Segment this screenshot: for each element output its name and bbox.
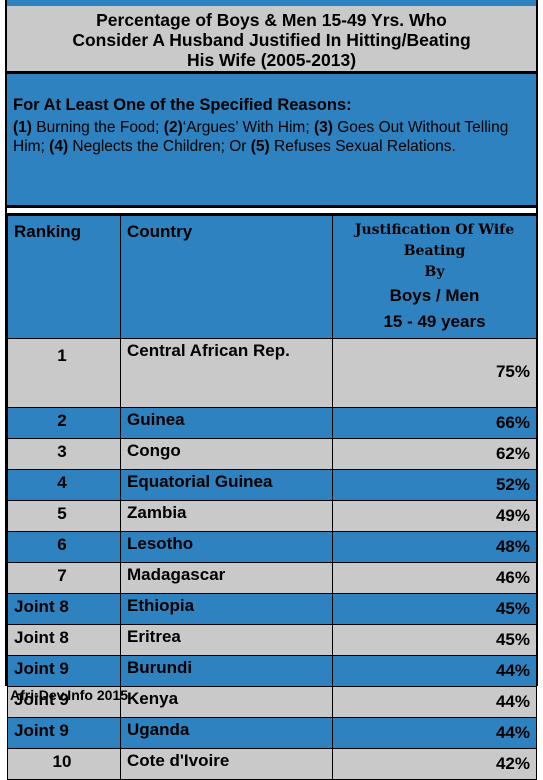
country-cell: Lesotho — [120, 531, 333, 563]
table-row: Joint 8 Ethiopia 45% — [7, 593, 537, 625]
chart-title: Percentage of Boys & Men 15-49 Yrs. Who … — [7, 6, 536, 74]
percentage-cell: 75% — [332, 338, 537, 408]
reason-4-number: (4) — [49, 138, 69, 155]
header-justification: Justification Of Wife Beating By Boys / … — [332, 215, 537, 339]
country-cell: Central African Rep. — [120, 338, 333, 408]
title-line-2: Consider A Husband Justified In Hitting/… — [72, 30, 471, 50]
table-frame — [5, 0, 538, 686]
table-row: 10 Cote d'Ivoire 42% — [7, 748, 537, 780]
rank-cell: Joint 9 — [7, 655, 121, 687]
country-cell: Ethiopia — [120, 593, 333, 625]
country-cell: Uganda — [120, 717, 333, 749]
top-strip — [7, 0, 536, 6]
rank-cell: 5 — [7, 500, 121, 532]
country-cell: Guinea — [120, 407, 333, 439]
header-justification-line-2: Beating — [403, 243, 466, 259]
header-country: Country — [120, 215, 333, 339]
reason-4-text: Neglects the Children; Or — [68, 138, 251, 155]
country-cell: Cote d'Ivoire — [120, 748, 333, 780]
header-justification-line-1: Justification Of Wife — [354, 222, 515, 238]
reason-3-number: (3) — [313, 118, 333, 136]
table-row: 1 Central African Rep. 75% — [7, 338, 537, 408]
rank-cell: 7 — [7, 562, 121, 594]
reasons-lead: For At Least One of the Specified Reason… — [13, 96, 352, 114]
percentage-cell: 46% — [332, 562, 537, 594]
percentage-cell: 66% — [332, 407, 537, 439]
table-row: 2 Guinea 66% — [7, 407, 537, 439]
rank-cell: 10 — [7, 748, 121, 780]
country-cell: Congo — [120, 438, 333, 470]
country-cell: Burundi — [120, 655, 333, 687]
rank-cell: Joint 8 — [7, 593, 121, 625]
table-row: 6 Lesotho 48% — [7, 531, 537, 563]
source-credit: Afri-Dev.Info 2015 — [10, 687, 128, 703]
country-cell: Eritrea — [120, 624, 333, 656]
percentage-cell: 44% — [332, 686, 537, 718]
table-row: 3 Congo 62% — [7, 438, 537, 470]
table-row: Joint 9 Burundi 44% — [7, 655, 537, 687]
country-cell: Zambia — [120, 500, 333, 532]
header-ranking: Ranking — [7, 215, 121, 339]
table-row: 5 Zambia 49% — [7, 500, 537, 532]
table-row: 4 Equatorial Guinea 52% — [7, 469, 537, 501]
percentage-cell: 62% — [332, 438, 537, 470]
reason-3-text: Goes Out Without Telling Him; — [13, 118, 509, 156]
rank-cell: 1 — [7, 338, 121, 408]
reason-5-text: Refuses Sexual Relations. — [269, 138, 456, 155]
title-line-3: His Wife (2005-2013) — [186, 50, 357, 70]
table-row: Joint 9 Uganda 44% — [7, 717, 537, 749]
rank-cell: Joint 8 — [7, 624, 121, 656]
rank-cell: Joint 9 — [7, 717, 121, 749]
rank-cell: 6 — [7, 531, 121, 563]
reason-2-text: ‘Argues’ With Him; — [182, 118, 314, 136]
country-cell: Equatorial Guinea — [120, 469, 333, 501]
reasons-panel: For At Least One of the Specified Reason… — [7, 74, 536, 208]
percentage-cell: 49% — [332, 500, 537, 532]
country-cell: Madagascar — [120, 562, 333, 594]
rank-cell: 2 — [7, 407, 121, 439]
reason-1-text: Burning the Food; — [31, 118, 164, 136]
table-row: Joint 8 Eritrea 45% — [7, 624, 537, 656]
reason-2-number: (2) — [163, 118, 183, 136]
reason-5-number: (5) — [250, 138, 270, 155]
percentage-cell: 42% — [332, 748, 537, 780]
rank-cell: 3 — [7, 438, 121, 470]
percentage-cell: 45% — [332, 624, 537, 656]
percentage-cell: 45% — [332, 593, 537, 625]
percentage-cell: 44% — [332, 717, 537, 749]
percentage-cell: 44% — [332, 655, 537, 687]
percentage-cell: 48% — [332, 531, 537, 563]
table-header-row: Ranking Country Justification Of Wife Be… — [7, 215, 537, 339]
rank-cell: 4 — [7, 469, 121, 501]
percentage-cell: 52% — [332, 469, 537, 501]
section-gap — [7, 208, 536, 215]
country-cell: Kenya — [120, 686, 333, 718]
reason-1-number: (1) — [13, 118, 32, 136]
reasons-list: (1) Burning the Food; (2)‘Argues’ With H… — [13, 118, 530, 157]
header-justification-line-3: By — [424, 264, 445, 280]
header-justification-line-5: 15 - 49 years — [383, 312, 486, 331]
header-justification-line-4: Boys / Men — [389, 286, 480, 305]
title-line-1: Percentage of Boys & Men 15-49 Yrs. Who — [96, 10, 447, 30]
table-row: 7 Madagascar 46% — [7, 562, 537, 594]
